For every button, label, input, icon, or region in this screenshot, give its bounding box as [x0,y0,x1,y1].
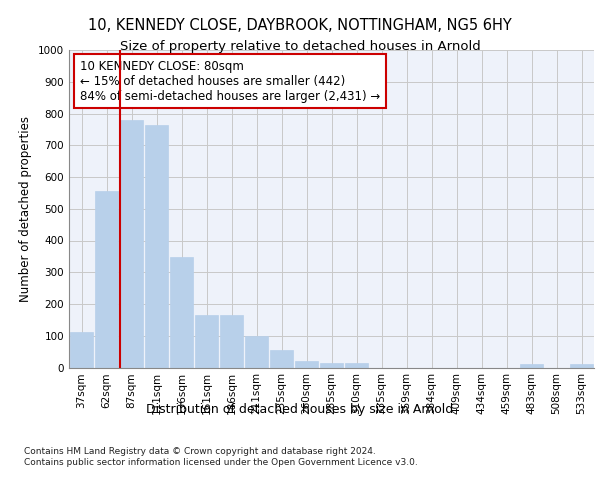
Bar [145,124,168,368]
Bar [220,315,243,368]
Bar [320,362,343,368]
Bar [295,361,318,368]
Bar [70,332,93,368]
Bar [570,364,593,368]
Text: Distribution of detached houses by size in Arnold: Distribution of detached houses by size … [146,402,454,415]
Text: 10 KENNEDY CLOSE: 80sqm
← 15% of detached houses are smaller (442)
84% of semi-d: 10 KENNEDY CLOSE: 80sqm ← 15% of detache… [79,60,380,102]
Bar [520,364,543,368]
Text: Contains HM Land Registry data © Crown copyright and database right 2024.
Contai: Contains HM Land Registry data © Crown c… [24,448,418,467]
Y-axis label: Number of detached properties: Number of detached properties [19,116,32,302]
Text: Size of property relative to detached houses in Arnold: Size of property relative to detached ho… [119,40,481,53]
Bar [120,120,143,368]
Text: 10, KENNEDY CLOSE, DAYBROOK, NOTTINGHAM, NG5 6HY: 10, KENNEDY CLOSE, DAYBROOK, NOTTINGHAM,… [88,18,512,32]
Bar [270,350,293,368]
Bar [170,257,193,368]
Bar [195,315,218,368]
Bar [345,362,368,368]
Bar [245,336,268,368]
Bar [95,190,118,368]
